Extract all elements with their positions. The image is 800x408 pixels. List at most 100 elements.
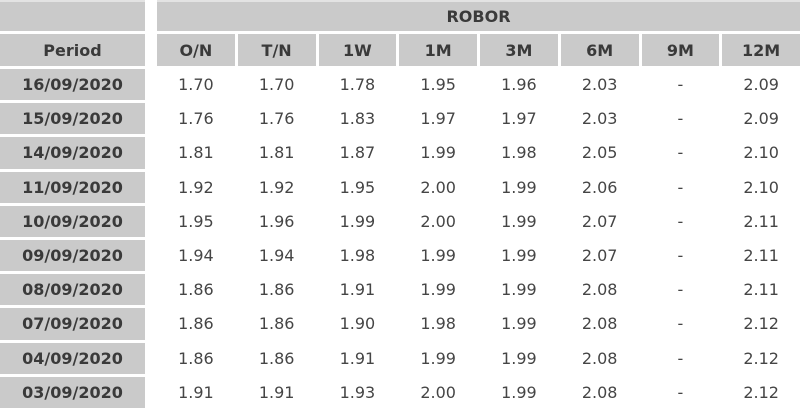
rate-cell-t-n: 1.92: [237, 171, 316, 203]
rate-cell-6m: 2.07: [560, 240, 639, 272]
rate-cell-1w: 1.91: [318, 274, 397, 306]
rate-cell-9m: -: [641, 376, 720, 408]
rate-cell-9m: -: [641, 205, 720, 237]
rate-cell-t-n: 1.81: [237, 137, 316, 169]
rate-cell-6m: 2.08: [560, 274, 639, 306]
rate-cell-t-n: 1.70: [237, 69, 316, 101]
rate-cell-12m: 2.11: [722, 205, 800, 237]
rate-cell-1w: 1.87: [318, 137, 397, 169]
rate-cell-t-n: 1.86: [237, 274, 316, 306]
rate-cell-1w: 1.83: [318, 103, 397, 135]
rate-cell-1w: 1.98: [318, 240, 397, 272]
rate-cell-6m: 2.07: [560, 205, 639, 237]
rate-cell-1w: 1.95: [318, 171, 397, 203]
rate-cell-1m: 1.95: [399, 69, 477, 101]
rate-cell-o-n: 1.86: [157, 274, 235, 306]
rate-cell-o-n: 1.70: [157, 69, 235, 101]
rate-cell-12m: 2.11: [722, 240, 800, 272]
rate-cell-t-n: 1.86: [237, 308, 316, 340]
rate-cell-12m: 2.10: [722, 171, 800, 203]
rate-cell-1m: 1.99: [399, 137, 477, 169]
rate-cell-1m: 1.99: [399, 342, 477, 374]
rate-cell-o-n: 1.86: [157, 308, 235, 340]
column-header-12m: 12M: [722, 34, 800, 66]
rate-cell-3m: 1.99: [480, 205, 558, 237]
rate-cell-1m: 1.97: [399, 103, 477, 135]
rate-cell-1m: 2.00: [399, 205, 477, 237]
rate-cell-t-n: 1.86: [237, 342, 316, 374]
rate-cell-1w: 1.90: [318, 308, 397, 340]
column-header-9m: 9M: [641, 34, 720, 66]
rate-cell-o-n: 1.81: [157, 137, 235, 169]
rate-cell-12m: 2.10: [722, 137, 800, 169]
column-header-6m: 6M: [560, 34, 639, 66]
period-cell: 15/09/2020: [0, 103, 145, 135]
rate-cell-3m: 1.99: [480, 171, 558, 203]
period-cell: 09/09/2020: [0, 240, 145, 272]
rate-cell-9m: -: [641, 342, 720, 374]
rate-cell-12m: 2.12: [722, 308, 800, 340]
rate-cell-6m: 2.05: [560, 137, 639, 169]
column-header-t-n: T/N: [237, 34, 316, 66]
column-header-o-n: O/N: [157, 34, 235, 66]
rate-cell-9m: -: [641, 137, 720, 169]
rate-cell-9m: -: [641, 240, 720, 272]
rate-cell-12m: 2.11: [722, 274, 800, 306]
period-cell: 16/09/2020: [0, 69, 145, 101]
column-header-1w: 1W: [318, 34, 397, 66]
rate-cell-3m: 1.99: [480, 342, 558, 374]
rate-cell-1m: 2.00: [399, 171, 477, 203]
rate-cell-o-n: 1.76: [157, 103, 235, 135]
rate-cell-o-n: 1.92: [157, 171, 235, 203]
rate-cell-3m: 1.99: [480, 240, 558, 272]
rate-cell-9m: -: [641, 171, 720, 203]
rate-cell-6m: 2.03: [560, 69, 639, 101]
period-cell: 07/09/2020: [0, 308, 145, 340]
rate-cell-t-n: 1.76: [237, 103, 316, 135]
rate-cell-9m: -: [641, 69, 720, 101]
rate-cell-1w: 1.78: [318, 69, 397, 101]
rate-cell-6m: 2.06: [560, 171, 639, 203]
rate-cell-9m: -: [641, 308, 720, 340]
rate-cell-6m: 2.03: [560, 103, 639, 135]
rate-cell-12m: 2.09: [722, 69, 800, 101]
corner-cell: [0, 0, 145, 31]
period-cell: 14/09/2020: [0, 137, 145, 169]
rate-cell-1m: 2.00: [399, 376, 477, 408]
table-title: ROBOR: [157, 0, 800, 31]
rate-cell-1m: 1.99: [399, 240, 477, 272]
period-cell: 08/09/2020: [0, 274, 145, 306]
column-header-1m: 1M: [399, 34, 477, 66]
rate-cell-12m: 2.12: [722, 342, 800, 374]
rate-cell-t-n: 1.96: [237, 205, 316, 237]
rate-cell-1m: 1.99: [399, 274, 477, 306]
rate-cell-6m: 2.08: [560, 376, 639, 408]
period-cell: 03/09/2020: [0, 376, 145, 408]
rate-cell-3m: 1.99: [480, 308, 558, 340]
rate-cell-t-n: 1.91: [237, 376, 316, 408]
rate-cell-1w: 1.99: [318, 205, 397, 237]
rate-cell-o-n: 1.94: [157, 240, 235, 272]
rate-cell-3m: 1.98: [480, 137, 558, 169]
rate-cell-o-n: 1.95: [157, 205, 235, 237]
rate-cell-3m: 1.96: [480, 69, 558, 101]
rate-cell-12m: 2.09: [722, 103, 800, 135]
rate-cell-1w: 1.91: [318, 342, 397, 374]
rate-cell-o-n: 1.86: [157, 342, 235, 374]
rate-cell-t-n: 1.94: [237, 240, 316, 272]
rate-cell-6m: 2.08: [560, 342, 639, 374]
rate-cell-3m: 1.99: [480, 376, 558, 408]
rate-cell-6m: 2.08: [560, 308, 639, 340]
period-cell: 11/09/2020: [0, 171, 145, 203]
column-header-3m: 3M: [480, 34, 558, 66]
rate-cell-o-n: 1.91: [157, 376, 235, 408]
rate-cell-9m: -: [641, 274, 720, 306]
rate-cell-1m: 1.98: [399, 308, 477, 340]
rate-cell-3m: 1.97: [480, 103, 558, 135]
period-cell: 04/09/2020: [0, 342, 145, 374]
rate-cell-3m: 1.99: [480, 274, 558, 306]
rate-cell-12m: 2.12: [722, 376, 800, 408]
period-cell: 10/09/2020: [0, 205, 145, 237]
rate-cell-9m: -: [641, 103, 720, 135]
